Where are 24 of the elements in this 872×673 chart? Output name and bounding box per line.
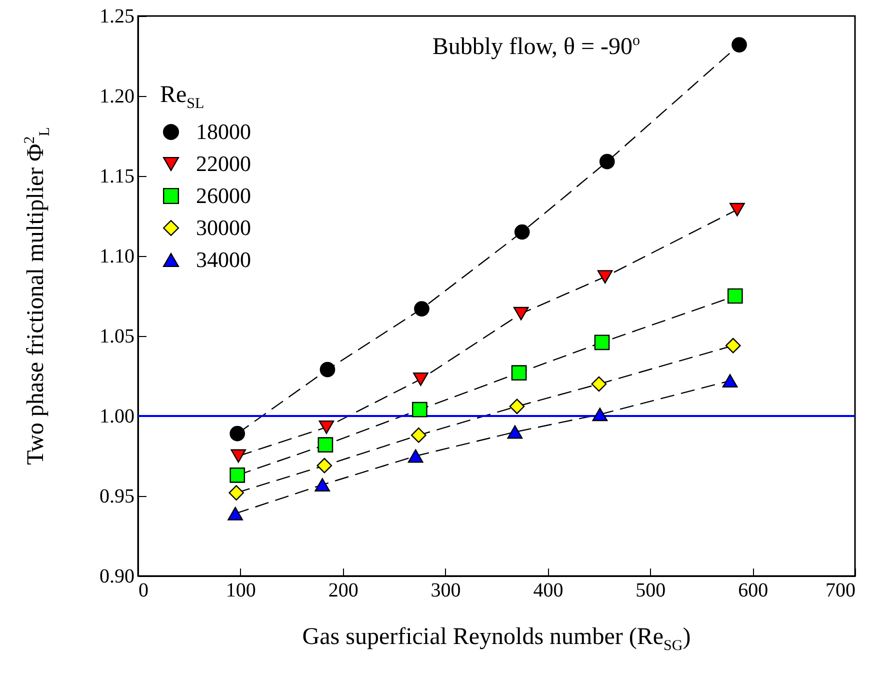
x-axis-title: Gas superficial Reynolds number (Re$_{SG}$) [302,624,691,654]
y-tick-label: 0.90 [100,566,134,588]
legend-label: 18000 [196,119,251,144]
y-tick-label: 0.95 [100,486,134,508]
x-tick-label: 200 [328,580,358,602]
legend-label: 26000 [196,183,251,208]
y-tick-label: 1.15 [100,166,134,188]
x-tick-label: 300 [430,580,461,602]
x-tick-label: 600 [738,580,768,602]
legend-label: 22000 [196,151,251,176]
annotation: Bubbly flow, θ = -90$^{o}$ [432,33,640,60]
y-tick-label: 1.05 [100,326,134,348]
x-tick-label: 700 [826,580,856,602]
y-tick-label: 1.20 [100,86,134,108]
legend-label: 34000 [196,247,251,272]
y-tick-label: 1.10 [100,246,134,268]
x-tick-label: 100 [226,580,256,602]
y-tick-label: 1.00 [100,406,134,428]
x-tick-label: 400 [533,580,564,602]
legend-label: 30000 [196,215,251,240]
legend-title: Re$_{SL}$ [160,82,204,112]
x-tick-label: 500 [636,580,666,602]
x-tick-label: 0 [138,580,148,602]
y-tick-label: 1.25 [100,6,134,28]
